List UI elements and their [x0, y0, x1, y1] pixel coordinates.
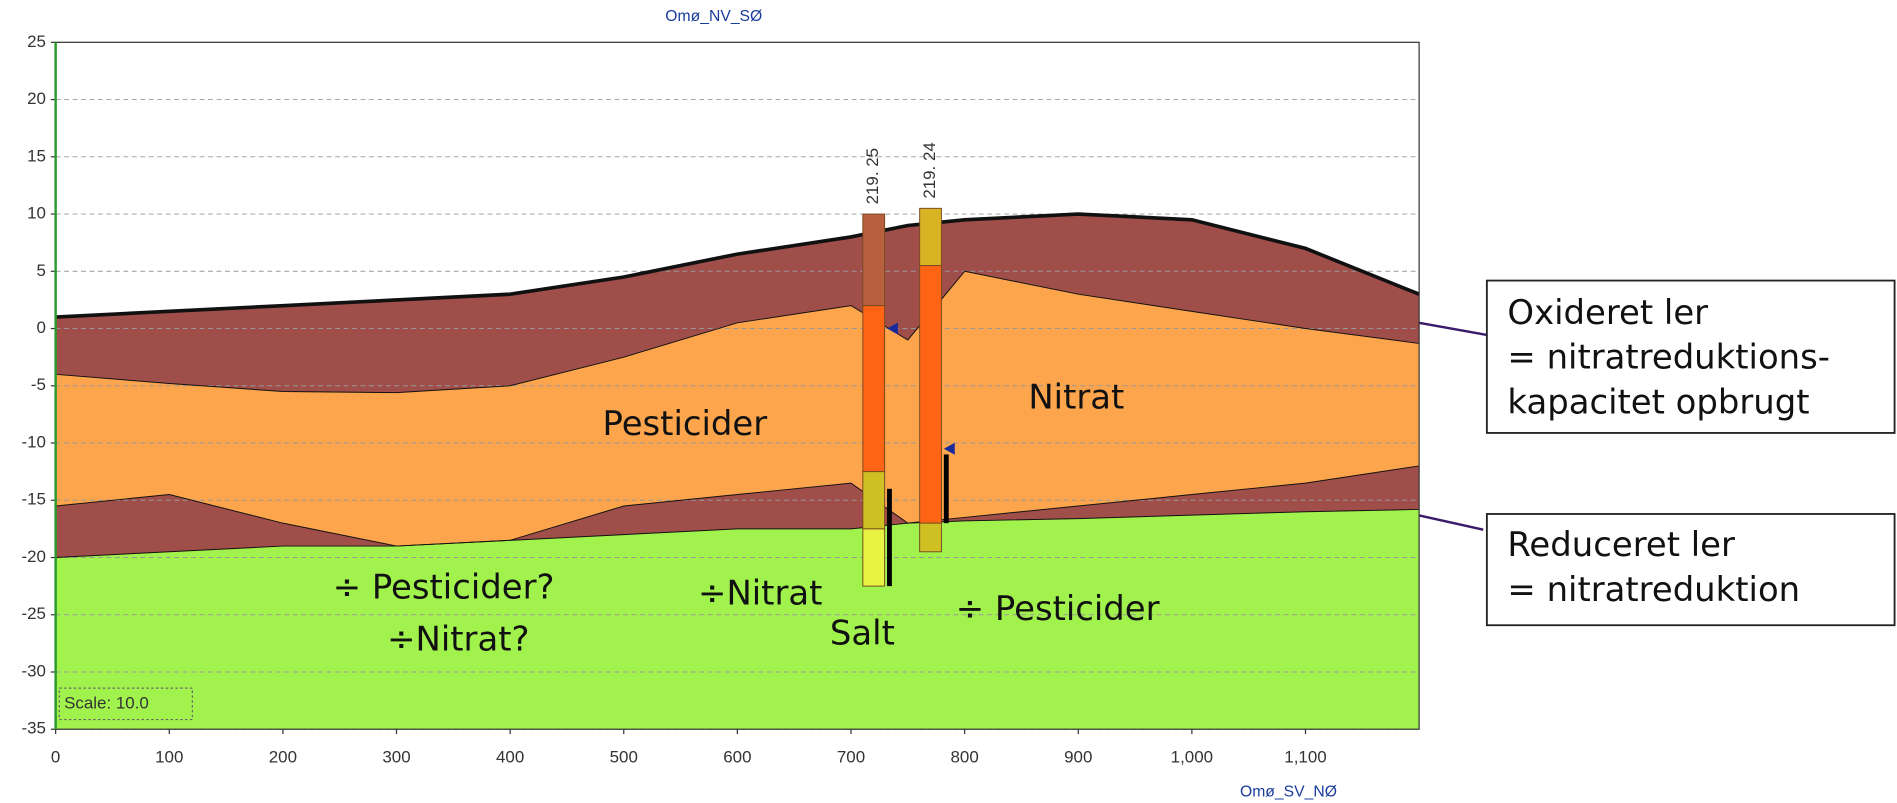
annotation: ÷ Pesticider?: [333, 567, 555, 606]
x-tick-label: 800: [951, 748, 979, 767]
boundary-line: [55, 212, 1420, 319]
well-screen: [943, 454, 949, 524]
chart-title: Omø_NV_SØ: [665, 8, 762, 25]
well-label: 219. 25: [863, 148, 882, 204]
well-label: 219. 24: [920, 142, 939, 198]
water-level: [943, 442, 955, 455]
y-tick-label: 0: [37, 318, 46, 337]
y-tick-label: -20: [21, 547, 45, 566]
annotation: ÷Nitrat?: [387, 619, 529, 658]
annotation: Nitrat: [1028, 378, 1124, 417]
layer: [55, 271, 1420, 547]
x-tick-label: 400: [496, 748, 524, 767]
y-tick-label: 25: [27, 32, 46, 51]
x-tick-label: 300: [382, 748, 410, 767]
x-tick-label: 700: [837, 748, 865, 767]
layer: [55, 465, 1420, 558]
annotation: Pesticider: [602, 404, 767, 443]
y-tick-label: -5: [31, 375, 46, 394]
annotation: Salt: [830, 613, 895, 652]
well-segment: [919, 265, 942, 524]
x-tick-label: 600: [723, 748, 751, 767]
well-segment: [919, 207, 942, 267]
callout-text: Oxideret ler: [1507, 293, 1708, 332]
callout-text: kapacitet opbrugt: [1507, 382, 1809, 421]
y-tick-label: -30: [21, 661, 45, 680]
callout-text: Reduceret ler: [1507, 525, 1735, 564]
x-tick-label: 500: [610, 748, 638, 767]
well-segment: [862, 471, 886, 530]
annotation: ÷ Pesticider: [956, 589, 1160, 628]
x-tick-label: 1,000: [1171, 748, 1213, 767]
well-segment: [862, 213, 886, 307]
y-tick-label: 15: [27, 146, 46, 165]
y-tick-label: -15: [21, 490, 45, 509]
x-axis-label: Omø_SV_NØ: [1240, 783, 1337, 800]
x-tick-label: 900: [1064, 748, 1092, 767]
y-tick-label: -10: [21, 432, 45, 451]
boundary-line: [55, 465, 1420, 547]
layer: [55, 509, 1420, 730]
y-tick-label: 20: [27, 89, 46, 108]
boundary-line: [55, 508, 1420, 558]
well-segment: [862, 305, 886, 473]
well-screen: [887, 488, 892, 587]
callout-box: [1485, 513, 1896, 627]
y-tick-label: 10: [27, 204, 46, 223]
annotation: ÷Nitrat: [698, 573, 822, 612]
y-tick-label: -25: [21, 604, 45, 623]
layer: [55, 214, 1420, 393]
well-segment: [862, 528, 886, 587]
x-tick-label: 0: [51, 748, 60, 767]
scale-label: Scale: 10.0: [64, 693, 149, 712]
water-level: [887, 322, 898, 335]
callout-text: = nitratreduktions-: [1507, 338, 1830, 377]
callout-text: = nitratreduktion: [1507, 570, 1800, 609]
x-tick-label: 200: [269, 748, 297, 767]
x-tick-label: 100: [155, 748, 183, 767]
well-segment: [919, 522, 942, 553]
boundary-line: [55, 270, 1420, 394]
x-tick-label: 1,100: [1284, 748, 1326, 767]
y-tick-label: -35: [21, 719, 45, 738]
y-tick-label: 5: [37, 261, 46, 280]
callout-box: [1485, 279, 1896, 434]
